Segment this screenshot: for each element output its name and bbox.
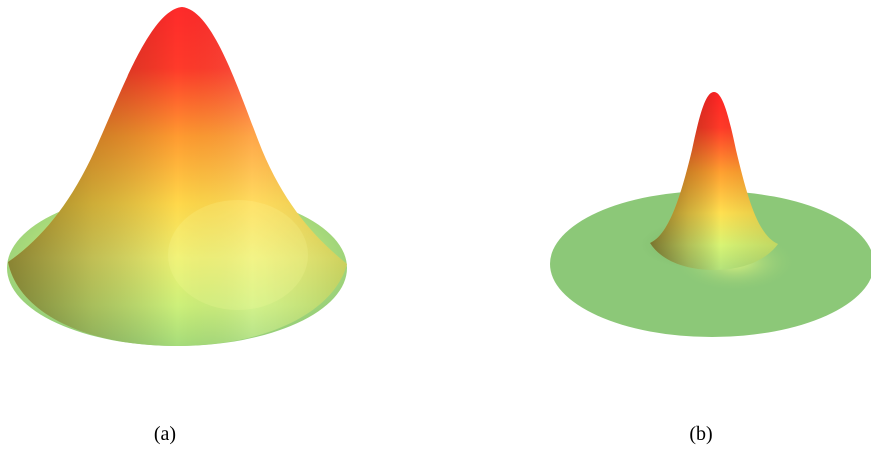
surface-plot-b [550,92,871,337]
surface-shading-b [650,92,778,270]
caption-a: (a) [153,423,177,445]
surface-shading-a [8,7,347,346]
caption-b: (b) [689,423,713,445]
surface-plot-a [7,7,347,346]
surface-highlight-a [168,200,308,310]
